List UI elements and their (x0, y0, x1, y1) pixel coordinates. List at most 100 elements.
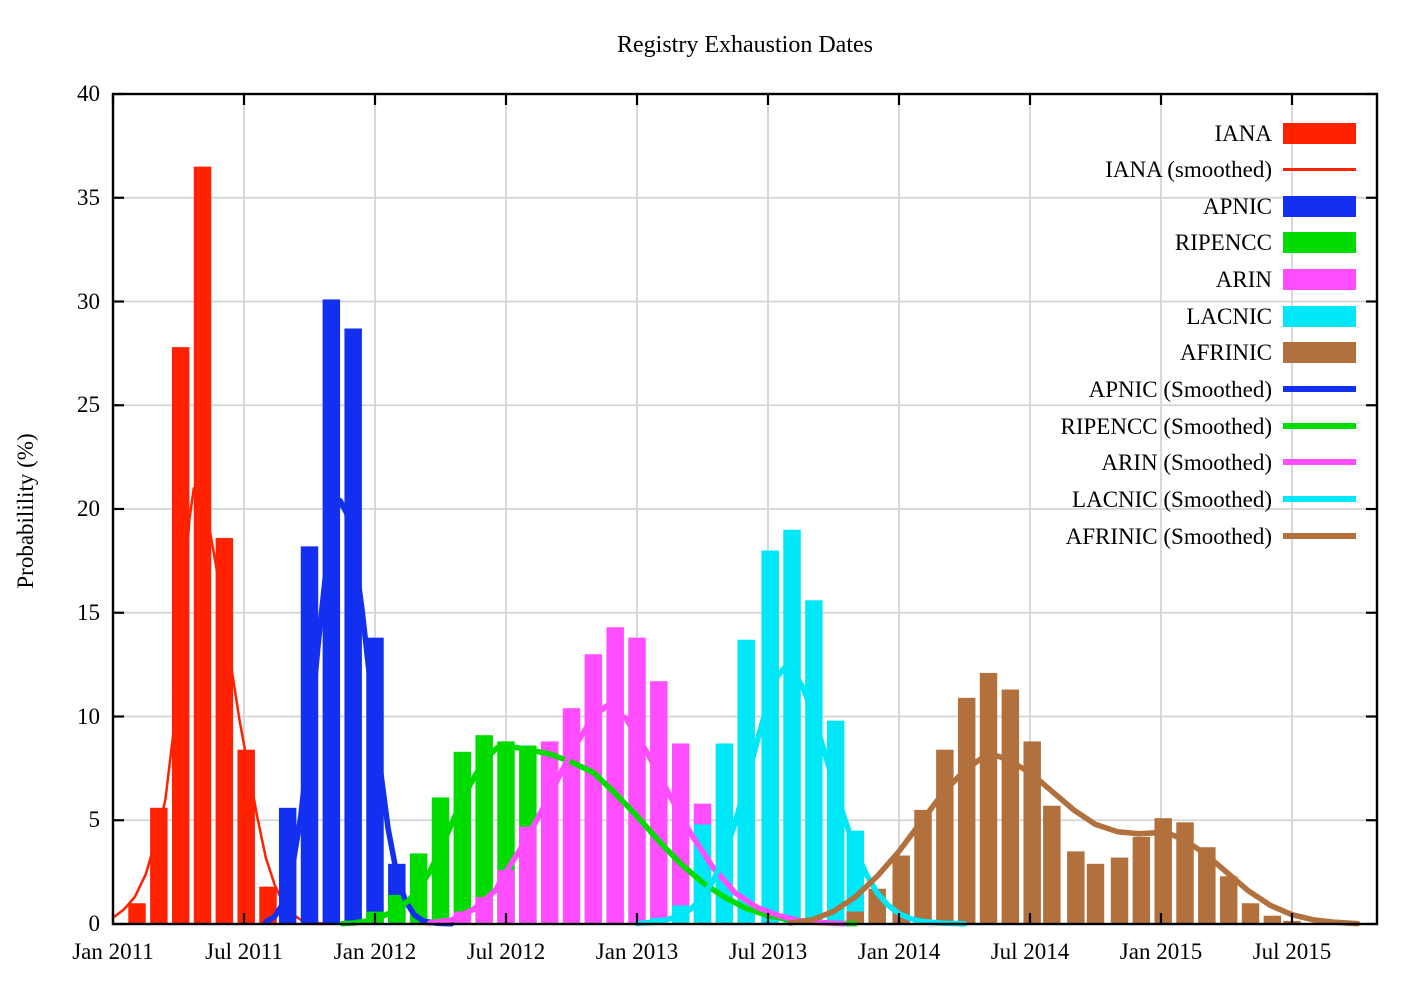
bar-iana (150, 807, 168, 924)
bar-iana (193, 166, 212, 924)
bar-lacnic (783, 529, 801, 924)
legend-item-arin-smoothed-: ARIN (Smoothed) (0, 449, 1422, 476)
y-tick-label: 15 (77, 599, 100, 625)
chart-title: Registry Exhaustion Dates (617, 32, 873, 58)
y-tick-label: 25 (77, 392, 100, 418)
legend-label: ARIN (1215, 267, 1272, 293)
x-tick-label: Jan 2012 (333, 939, 417, 964)
bar-afrinic (936, 749, 954, 924)
bar-ripencc (431, 797, 450, 924)
legend-line-swatch (1283, 459, 1356, 466)
legend-label: ARIN (Smoothed) (1101, 450, 1272, 476)
legend-label: LACNIC (Smoothed) (1072, 487, 1272, 512)
legend-box-swatch (1283, 122, 1356, 144)
bar-afrinic (1219, 876, 1238, 924)
legend-item-iana-smoothed-: IANA (smoothed) (0, 156, 1422, 183)
legend-item-apnic: APNIC (0, 193, 1422, 220)
bar-afrinic (1067, 851, 1085, 924)
curve-afrinic-smoothed- (787, 753, 1361, 927)
curve-arin-smoothed- (426, 703, 848, 927)
bar-arin (540, 741, 559, 924)
bar-arin (519, 826, 537, 924)
bar-arin (671, 743, 690, 924)
legend-label: APNIC (Smoothed) (1088, 377, 1272, 403)
curve-lacnic-smoothed- (634, 663, 968, 927)
legend-line-swatch (1283, 386, 1356, 393)
bar-afrinic (892, 855, 910, 924)
legend-label: RIPENCC (1174, 230, 1272, 256)
legend-label: IANA (smoothed) (1105, 157, 1272, 183)
bar-afrinic (914, 809, 932, 924)
legend-item-ripencc: RIPENCC (0, 229, 1422, 256)
legend-label: LACNIC (1186, 303, 1272, 329)
bar-afrinic (1263, 915, 1282, 924)
bar-ripencc (453, 751, 472, 924)
bar-iana (259, 886, 277, 924)
bar-afrinic (1086, 863, 1105, 924)
x-tick-label: Jul 2012 (466, 939, 546, 964)
bar-iana (128, 903, 146, 924)
legend-line-swatch (1283, 532, 1356, 539)
y-tick-label: 10 (77, 703, 100, 729)
y-tick-label: 5 (88, 807, 101, 833)
bar-iana (237, 749, 255, 924)
bar-arin (628, 637, 646, 924)
x-tick-label: Jul 2013 (728, 939, 808, 964)
legend-item-afrinic: AFRINIC (0, 339, 1422, 366)
legend-label: AFRINIC (Smoothed) (1065, 523, 1272, 549)
curve-apnic-smoothed- (263, 497, 455, 927)
y-tick-label: 35 (77, 184, 100, 210)
bar-afrinic (1154, 818, 1172, 924)
y-tick-label: 40 (77, 81, 100, 106)
bar-afrinic (1132, 836, 1151, 924)
bar-ripencc (475, 735, 493, 924)
legend-item-ripencc-smoothed-: RIPENCC (Smoothed) (0, 413, 1422, 440)
y-tick-label: 20 (77, 496, 100, 521)
legend-label: AFRINIC (1179, 340, 1272, 366)
legend-item-iana: IANA (0, 120, 1422, 147)
x-tick-label: Jul 2015 (1252, 939, 1332, 964)
bar-lacnic (761, 550, 779, 924)
legend-item-apnic-smoothed-: APNIC (Smoothed) (0, 376, 1422, 403)
y-tick-label: 0 (88, 911, 101, 936)
y-tick-label: 30 (77, 288, 100, 314)
bar-lacnic (805, 600, 823, 924)
x-tick-label: Jul 2011 (205, 939, 283, 964)
bar-afrinic (1198, 847, 1216, 924)
bar-afrinic (1110, 857, 1129, 924)
legend-line-swatch (1283, 167, 1356, 171)
legend-line-swatch (1283, 496, 1356, 502)
legend-item-afrinic-smoothed-: AFRINIC (Smoothed) (0, 523, 1422, 550)
legend-label: RIPENCC (Smoothed) (1060, 413, 1272, 439)
legend-item-lacnic: LACNIC (0, 303, 1422, 330)
x-tick-label: Jan 2014 (857, 939, 941, 964)
legend-item-arin: ARIN (0, 266, 1422, 293)
bar-arin (650, 681, 668, 924)
bar-afrinic (957, 697, 976, 924)
legend-label: IANA (1214, 120, 1273, 146)
curve-ripencc-smoothed- (339, 744, 859, 927)
bar-afrinic (1176, 822, 1194, 924)
bar-iana (215, 538, 234, 924)
x-tick-label: Jul 2014 (990, 939, 1070, 964)
legend-box-swatch (1283, 195, 1356, 217)
bar-arin (606, 627, 624, 924)
bar-afrinic (1043, 805, 1061, 924)
bar-arin (584, 654, 603, 924)
bar-afrinic (1001, 689, 1020, 924)
x-tick-label: Jan 2015 (1119, 939, 1203, 964)
legend-label: APNIC (1202, 193, 1272, 219)
bar-afrinic (1023, 741, 1041, 924)
bar-afrinic (979, 672, 998, 924)
bar-lacnic (826, 720, 845, 924)
legend-line-swatch (1283, 422, 1356, 429)
bar-apnic (322, 299, 341, 924)
legend-box-swatch (1283, 342, 1356, 364)
legend-item-lacnic-smoothed-: LACNIC (Smoothed) (0, 486, 1422, 513)
legend-box-swatch (1283, 232, 1356, 254)
legend-box-swatch (1283, 305, 1356, 327)
x-tick-label: Jan 2011 (72, 939, 154, 964)
legend-box-swatch (1283, 269, 1356, 291)
